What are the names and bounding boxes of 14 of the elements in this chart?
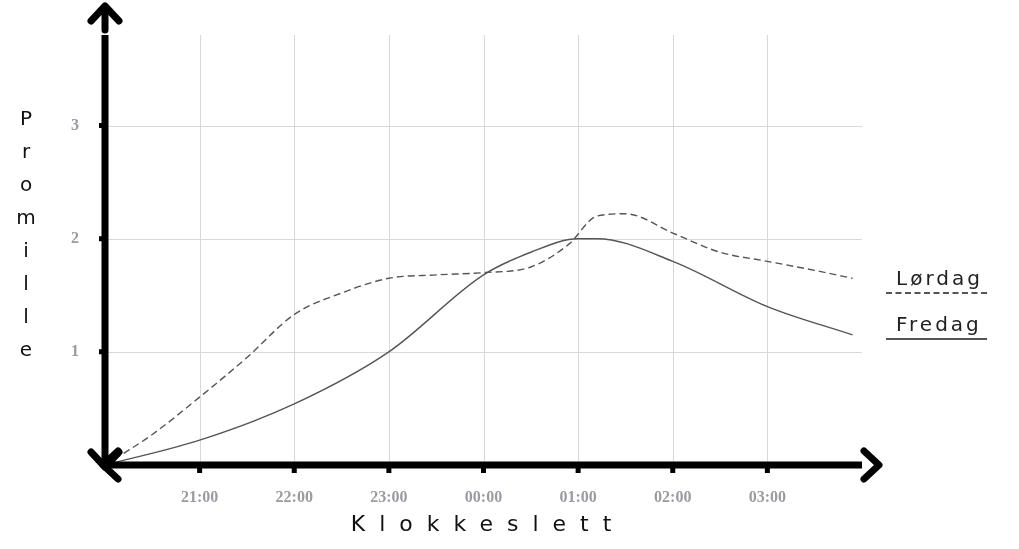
x-tick-label: 21:00 (180, 488, 219, 506)
x-tick-label: 02:00 (654, 488, 692, 506)
y-tick-label: 1 (71, 341, 79, 359)
y-tick-label: 3 (71, 115, 79, 133)
text: Fredag (886, 312, 987, 340)
x-axis-title: Klokkeslett (349, 511, 627, 536)
x-tick-label: 23:00 (370, 488, 408, 506)
y-tick-label: 2 (71, 228, 79, 246)
y-axis-title: Promille (14, 106, 38, 370)
text: Lørdag (886, 266, 987, 294)
x-tick-label: 22:00 (275, 488, 313, 506)
x-tick-label: 01:00 (559, 488, 597, 506)
x-tick-label: 03:00 (748, 488, 787, 506)
x-tick-label: 00:00 (464, 488, 503, 506)
